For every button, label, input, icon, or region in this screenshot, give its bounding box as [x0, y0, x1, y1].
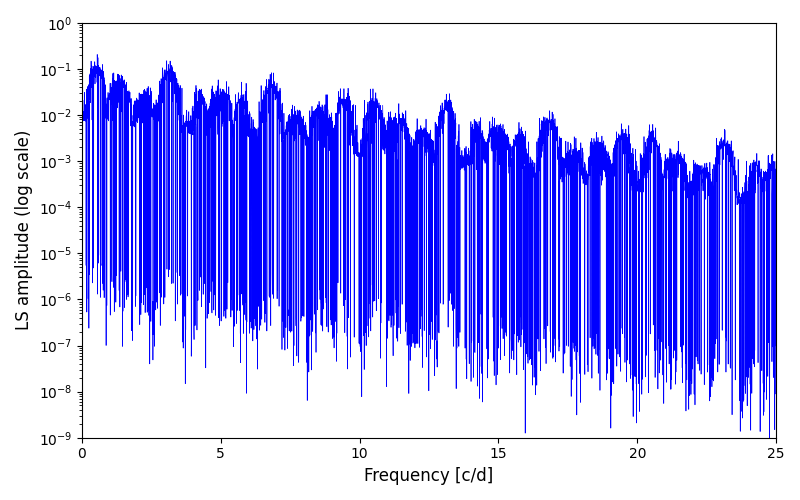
Y-axis label: LS amplitude (log scale): LS amplitude (log scale)	[15, 130, 33, 330]
X-axis label: Frequency [c/d]: Frequency [c/d]	[364, 467, 494, 485]
